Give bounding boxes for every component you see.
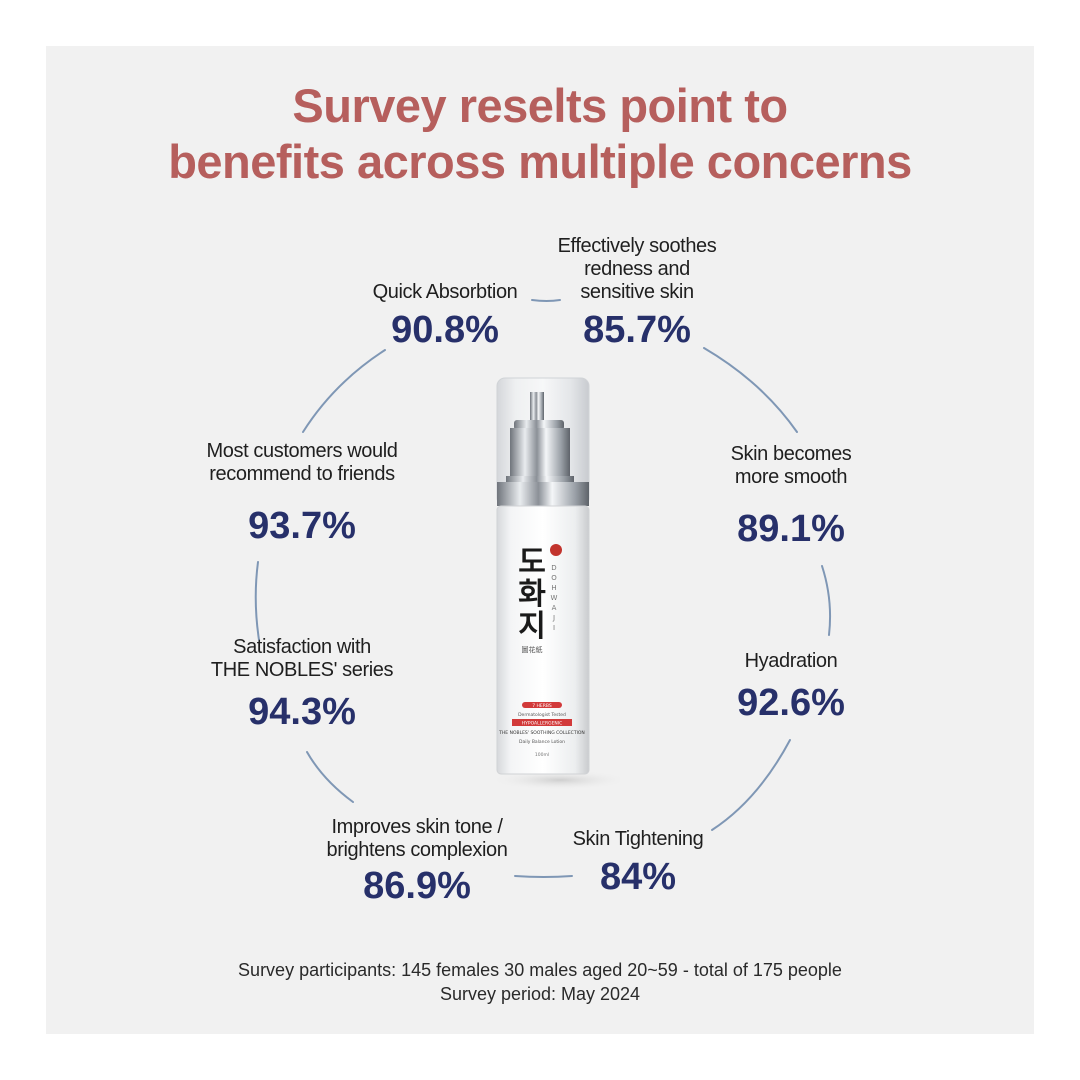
stat-hydration: Hyadration 92.6% [631, 650, 951, 725]
title-line-2: benefits across multiple concerns [168, 135, 912, 188]
stat-label: Satisfaction with THE NOBLES' series [210, 636, 394, 681]
stat-percent: 94.3% [248, 691, 356, 733]
stat-percent: 89.1% [737, 508, 845, 550]
stat-percent: 92.6% [737, 682, 845, 724]
svg-text:H: H [551, 584, 556, 592]
brand-korean-1: 도 [518, 545, 546, 580]
stat-skin-tone: Improves skin tone / brightens complexio… [257, 816, 577, 908]
svg-text:Daily Balance Lotion: Daily Balance Lotion [519, 739, 565, 745]
svg-text:I: I [553, 624, 555, 632]
svg-text:7 HERBS: 7 HERBS [532, 703, 552, 709]
svg-text:100ml: 100ml [535, 752, 549, 758]
survey-participants: Survey participants: 145 females 30 male… [238, 960, 842, 980]
seal-icon [550, 544, 562, 556]
stat-smooth: Skin becomes more smooth 89.1% [631, 443, 951, 551]
stat-recommend: Most customers would recommend to friend… [142, 440, 462, 548]
stat-label: Improves skin tone / brightens complexio… [326, 816, 508, 861]
page-title: Survey reselts point to benefits across … [46, 78, 1034, 190]
stat-percent: 93.7% [248, 505, 356, 547]
ring-arc [703, 347, 798, 433]
stat-percent: 85.7% [583, 309, 691, 351]
brand-korean-2: 화 [518, 577, 546, 612]
stat-label: Hyadration [744, 650, 838, 672]
ring-arc [306, 751, 354, 803]
ring-arc [711, 739, 791, 831]
stat-percent: 86.9% [363, 865, 471, 907]
svg-text:D: D [551, 564, 556, 572]
svg-text:O: O [551, 574, 557, 582]
svg-text:Dermatologist Tested: Dermatologist Tested [518, 712, 566, 718]
stat-label: Skin Tightening [572, 828, 704, 850]
ring-arc [302, 349, 386, 433]
ring-arc [531, 299, 561, 302]
stat-label: Effectively soothes redness and sensitiv… [557, 235, 717, 303]
ring-arc [821, 565, 832, 636]
ring-arc [514, 875, 573, 878]
stat-label: Most customers would recommend to friend… [206, 440, 398, 485]
survey-period: Survey period: May 2024 [439, 984, 641, 1004]
stat-satisfaction: Satisfaction with THE NOBLES' series 94.… [142, 636, 462, 734]
stat-percent: 90.8% [391, 309, 499, 351]
ring-arc [254, 561, 260, 641]
stat-quick-absorbtion: Quick Absorbtion 90.8% [285, 281, 605, 352]
svg-text:J: J [552, 614, 555, 622]
stat-label: Quick Absorbtion [372, 281, 518, 303]
survey-footnote: Survey participants: 145 females 30 male… [46, 958, 1034, 1006]
svg-text:圖花紙: 圖花紙 [522, 645, 543, 654]
svg-text:THE NOBLES' SOOTHING COLLECTIO: THE NOBLES' SOOTHING COLLECTION [498, 730, 585, 736]
svg-text:W: W [551, 594, 558, 602]
stat-soothes-redness: Effectively soothes redness and sensitiv… [477, 235, 797, 352]
stat-tightening: Skin Tightening 84% [478, 828, 798, 899]
svg-text:A: A [552, 604, 557, 612]
stat-label: Skin becomes more smooth [730, 443, 852, 488]
brand-korean-3: 지 [518, 609, 546, 644]
title-line-1: Survey reselts point to [292, 79, 788, 132]
svg-text:HYPOALLERGENIC: HYPOALLERGENIC [522, 721, 563, 727]
stat-percent: 84% [599, 856, 677, 898]
